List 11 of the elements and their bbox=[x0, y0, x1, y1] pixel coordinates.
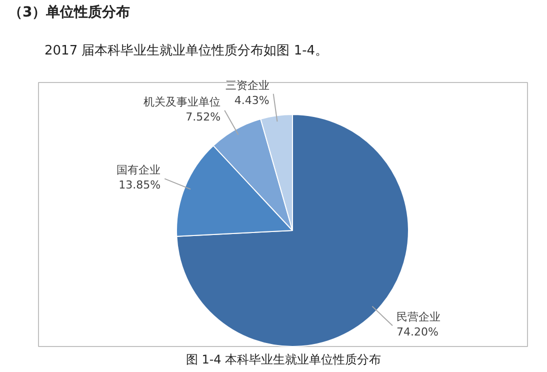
caption: 图 1-4 本科毕业生就业单位性质分布 bbox=[186, 352, 382, 366]
data-label: 74.20% bbox=[396, 326, 438, 339]
data-label: 7.52% bbox=[186, 110, 221, 124]
data-label: 13.85% bbox=[118, 178, 161, 192]
slice-label: 机关及事业单位 bbox=[144, 95, 221, 108]
chart-subtitle: 2017 届本科毕业生就业单位性质分布如图 1-4。 bbox=[44, 44, 328, 58]
slice-label: 三资企业 bbox=[225, 78, 270, 92]
slice-label: 民营企业 bbox=[396, 310, 440, 324]
slice-label: 国有企业 bbox=[116, 164, 161, 177]
chart-title: （3）单位性质分布 bbox=[8, 4, 130, 20]
data-label: 4.43% bbox=[234, 94, 270, 107]
